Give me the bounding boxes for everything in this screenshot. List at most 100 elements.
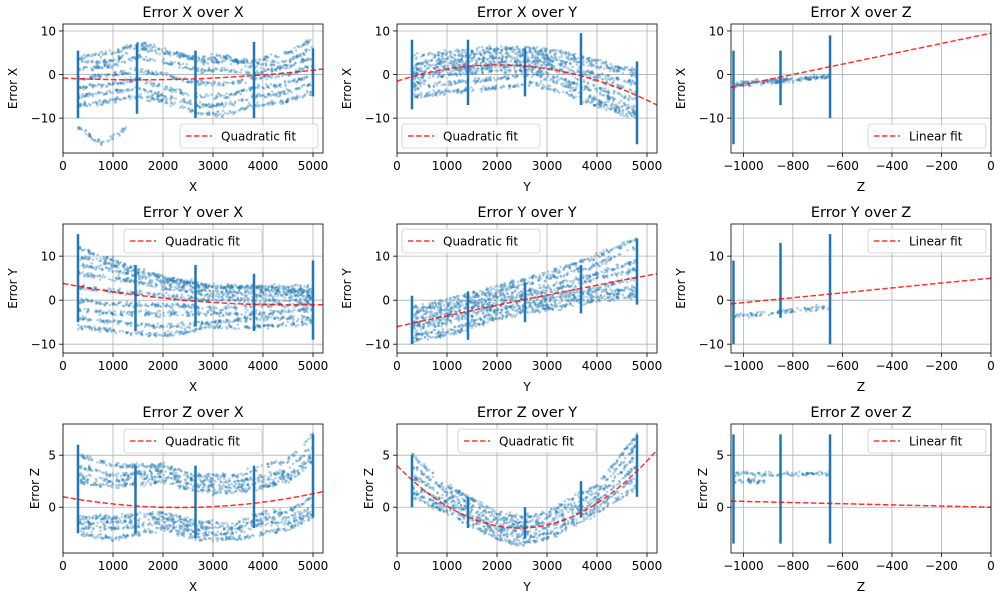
scatter-point — [232, 81, 236, 84]
x-tick-label: 4000 — [582, 159, 613, 173]
scatter-point — [187, 54, 191, 58]
scatter-point — [256, 285, 259, 289]
scatter-point — [577, 60, 580, 64]
scatter-point — [216, 83, 220, 87]
scatter-point — [201, 105, 205, 109]
scatter-point — [422, 78, 426, 82]
scatter-point — [202, 103, 206, 106]
scatter-point — [574, 95, 578, 98]
scatter-point — [545, 54, 548, 58]
scatter-point — [543, 60, 546, 63]
scatter-point — [414, 63, 418, 67]
scatter-point — [119, 82, 122, 85]
scatter-point — [568, 89, 572, 93]
scatter-point — [592, 83, 595, 87]
scatter-point — [290, 64, 293, 68]
scatter-point — [157, 94, 160, 98]
x-tick-label: 5000 — [298, 159, 329, 173]
scatter-point — [441, 68, 444, 72]
scatter-point — [607, 91, 611, 94]
scatter-point — [170, 94, 173, 98]
scatter-point — [224, 69, 227, 72]
scatter-point — [280, 90, 284, 94]
scatter-point — [180, 78, 183, 81]
scatter-point — [205, 112, 209, 115]
scatter-point — [506, 65, 510, 68]
scatter-point — [120, 56, 123, 59]
scatter-point — [483, 79, 487, 82]
scatter-point — [598, 98, 601, 102]
scatter-point — [213, 80, 216, 83]
scatter-point — [284, 100, 288, 104]
scatter-point — [170, 96, 173, 99]
scatter-point — [537, 70, 540, 74]
scatter-point — [158, 52, 162, 56]
scatter-point — [547, 88, 550, 91]
scatter-point — [547, 57, 551, 60]
scatter-point — [539, 72, 543, 75]
scatter-point — [545, 63, 548, 66]
scatter-point — [569, 85, 573, 89]
scatter-point — [633, 74, 636, 78]
scatter-point — [535, 70, 539, 74]
scatter-point — [615, 70, 618, 73]
scatter-point — [457, 69, 461, 73]
scatter-point — [301, 58, 305, 61]
scatter-point — [124, 71, 127, 75]
scatter-point — [520, 72, 524, 75]
scatter-point — [141, 47, 144, 50]
scatter-point — [536, 58, 539, 62]
scatter-point — [261, 71, 264, 75]
scatter-point — [200, 60, 203, 64]
scatter-point — [490, 56, 493, 59]
scatter-point — [420, 96, 423, 99]
scatter-point — [553, 49, 556, 53]
scatter-point — [587, 56, 591, 60]
scatter-point — [493, 65, 497, 68]
scatter-point — [517, 47, 520, 51]
scatter-point — [191, 57, 195, 60]
scatter-point — [514, 60, 517, 64]
scatter-point — [548, 58, 552, 61]
scatter-point — [191, 108, 194, 112]
scatter-point — [93, 74, 96, 77]
scatter-point — [544, 48, 547, 51]
scatter-point — [303, 94, 307, 97]
scatter-point — [153, 73, 157, 77]
scatter-point — [115, 264, 119, 267]
scatter-point — [97, 82, 100, 86]
scatter-point — [267, 74, 271, 77]
scatter-point — [234, 58, 237, 62]
scatter-point — [539, 50, 542, 53]
scatter-point — [621, 72, 625, 75]
scatter-point — [125, 265, 129, 269]
y-tick-label: 10 — [709, 24, 724, 38]
scatter-point — [138, 54, 142, 58]
scatter-point — [175, 52, 178, 55]
scatter-point — [122, 264, 126, 268]
scatter-point — [616, 77, 619, 80]
scatter-point — [432, 73, 435, 76]
scatter-point — [432, 66, 435, 70]
scatter-point — [203, 59, 207, 62]
scatter-point — [421, 70, 424, 74]
scatter-point — [170, 285, 173, 289]
scatter-point — [521, 48, 525, 51]
scatter-point — [541, 53, 544, 56]
scatter-point — [246, 60, 249, 63]
scatter-point — [594, 87, 597, 91]
scatter-point — [555, 71, 559, 74]
scatter-point — [165, 61, 168, 65]
scatter-point — [238, 81, 241, 85]
scatter-point — [518, 59, 521, 63]
scatter-point — [171, 280, 175, 284]
scatter-point — [198, 100, 202, 104]
scatter-point — [547, 86, 550, 90]
scatter-point — [458, 90, 461, 94]
scatter-point — [488, 69, 491, 72]
scatter-point — [587, 97, 590, 100]
scatter-point — [114, 81, 117, 84]
scatter-point — [545, 63, 549, 66]
